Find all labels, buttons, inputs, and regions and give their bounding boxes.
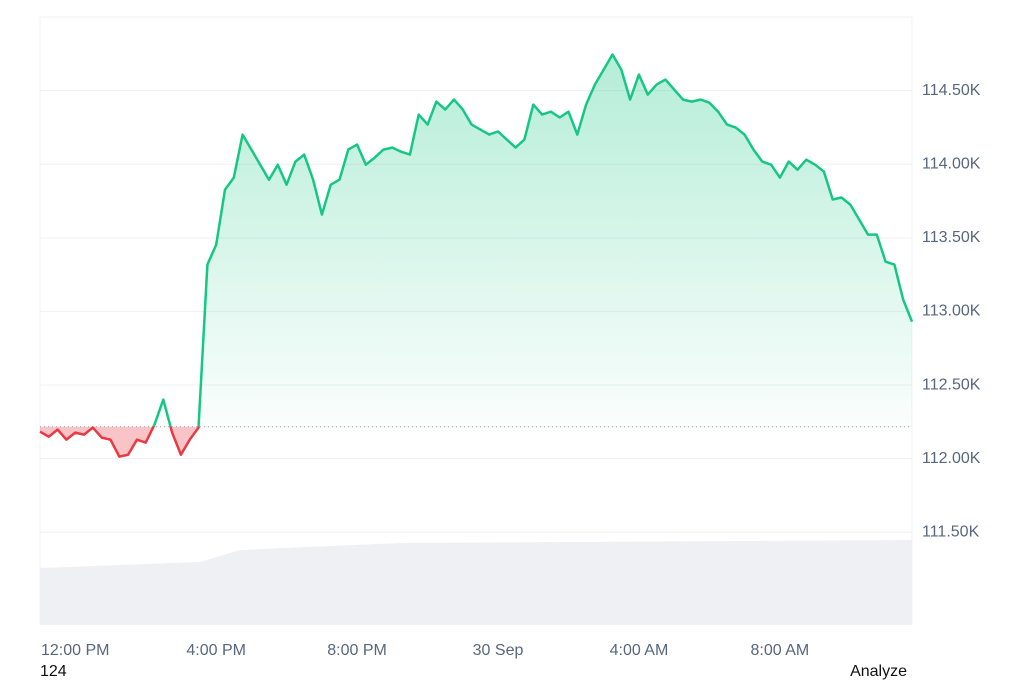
footer-count: 124: [40, 663, 67, 680]
footer-action[interactable]: Analyze: [850, 663, 907, 680]
volume-area: [40, 540, 912, 625]
x-tick-label: 12:00 PM: [41, 642, 109, 659]
x-tick-label: 8:00 PM: [327, 642, 387, 659]
x-tick-label: 8:00 AM: [751, 642, 810, 659]
y-tick-label: 112.50K: [922, 376, 981, 393]
y-tick-label: 113.50K: [922, 229, 981, 246]
area: [40, 54, 912, 457]
x-tick-label: 30 Sep: [473, 642, 524, 659]
x-tick-label: 4:00 PM: [186, 642, 246, 659]
y-tick-label: 111.50K: [922, 523, 980, 540]
y-tick-label: 113.00K: [922, 303, 981, 320]
x-tick-label: 4:00 AM: [610, 642, 669, 659]
price-line: [39, 53, 914, 458]
y-tick-label: 114.00K: [922, 155, 981, 172]
y-tick-label: 112.00K: [922, 450, 981, 467]
y-tick-label: 114.50K: [922, 82, 981, 99]
